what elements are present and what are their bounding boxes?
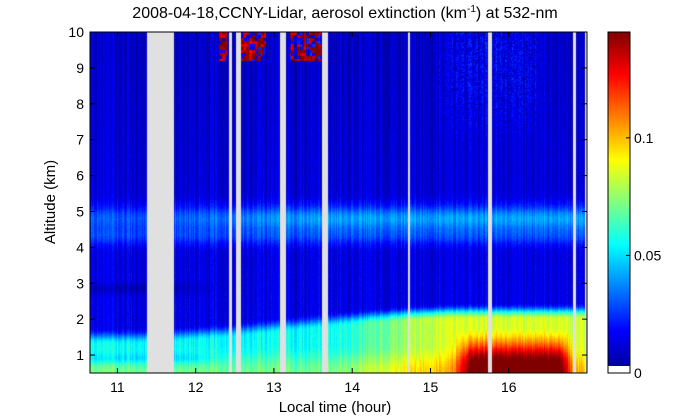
y-tick-label: 5: [76, 203, 84, 219]
x-tick-label: 11: [110, 379, 125, 395]
colorbar-tick-label: 0.1: [634, 130, 654, 146]
chart-title-suffix: ) at 532-nm: [476, 5, 558, 22]
x-tick-label: 14: [344, 379, 360, 395]
y-tick-label: 2: [76, 311, 84, 327]
y-tick-label: 10: [68, 24, 84, 40]
y-tick-label: 7: [76, 132, 84, 148]
x-tick-label: 16: [501, 379, 517, 395]
x-tick-label: 15: [423, 379, 439, 395]
colorbar-ticks: 0 0.05 0.1: [626, 130, 661, 381]
colorbar-tick-label: 0.05: [634, 247, 661, 263]
x-axis-label: Local time (hour): [279, 399, 392, 416]
colorbar-gradient: [608, 32, 630, 373]
chart-title: 2008-04-18,CCNY-Lidar, aerosol extinctio…: [132, 4, 557, 22]
x-axis-ticks: 11 12 13 14 15 16: [110, 32, 517, 395]
x-tick-label: 13: [266, 379, 282, 395]
y-tick-label: 9: [76, 60, 84, 76]
extinction-heatmap: [90, 32, 587, 373]
plot-frame: [89, 31, 588, 374]
y-tick-label: 4: [76, 239, 84, 255]
y-axis-label: Altitude (km): [42, 160, 59, 244]
y-tick-label: 1: [76, 347, 84, 363]
y-tick-label: 8: [76, 96, 84, 112]
colorbar: 0 0.05 0.1: [607, 31, 661, 381]
plot-area: [89, 31, 588, 374]
x-tick-label: 12: [188, 379, 204, 395]
y-tick-label: 3: [76, 275, 84, 291]
colorbar-tick-label: 0: [634, 365, 642, 381]
colorbar-frame: [607, 31, 631, 374]
y-tick-label: 6: [76, 168, 84, 184]
y-axis-ticks: 1 2 3 4 5 6 7 8 9 10: [68, 24, 587, 363]
chart-title-superscript: -1: [467, 4, 476, 15]
colorbar-zero-band: [608, 366, 630, 373]
